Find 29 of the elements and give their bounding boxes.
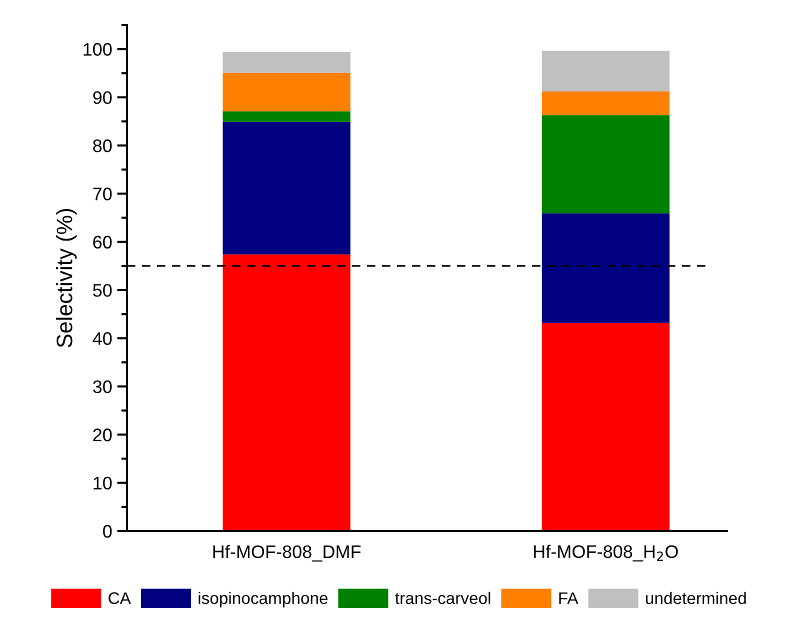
x-tick-label: Hf-MOF-808_H$_{2}$O (534, 544, 678, 562)
legend-label: isopinocamphone (198, 592, 328, 608)
bar (542, 322, 670, 531)
y-tick-label: 100 (84, 43, 112, 56)
y-tick-label: 40 (92, 332, 112, 345)
x-tick-label: Hf-MOF-808_DMF (213, 544, 361, 562)
y-tick-label: 60 (93, 236, 112, 249)
y-tick-label: 80 (93, 139, 112, 152)
legend-label: undetermined (646, 592, 746, 604)
bar (222, 122, 350, 254)
legend-label: trans-carveol (395, 592, 490, 604)
y-tick-label: 70 (93, 188, 112, 200)
bar (222, 254, 350, 531)
bar (222, 72, 350, 112)
legend-label: CA (108, 592, 131, 604)
bar (222, 52, 350, 73)
bar (542, 213, 670, 323)
legend-label: FA (559, 592, 578, 604)
y-tick-label: 30 (93, 380, 112, 394)
y-tick-label: 50 (93, 284, 112, 297)
bar (222, 111, 350, 122)
bar (542, 115, 670, 214)
y-tick-label: 0 (103, 524, 112, 538)
bar (542, 92, 670, 116)
bar (542, 51, 670, 92)
y-tick-label: 20 (93, 428, 112, 442)
y-tick-label: 90 (93, 91, 112, 104)
y-tick-label: 10 (94, 476, 112, 490)
y-axis-title: Selectivity (%) (56, 208, 77, 348)
